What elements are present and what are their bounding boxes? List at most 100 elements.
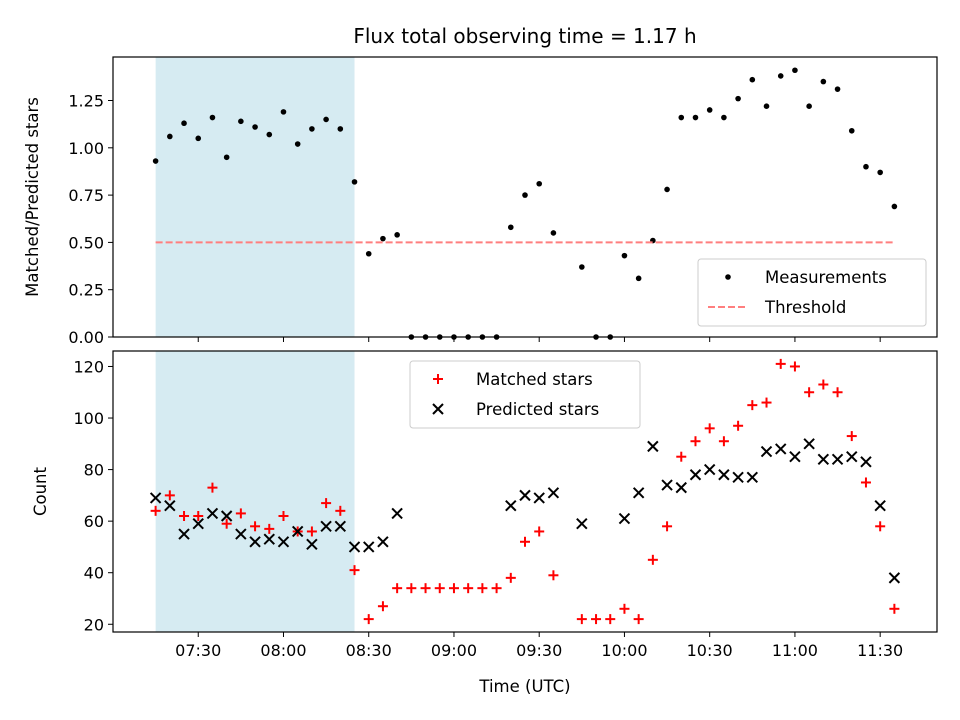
x-tick-label: 09:30 — [516, 641, 562, 660]
predicted-star-point — [718, 469, 730, 481]
matched-star-point — [321, 498, 332, 509]
matched-star-point — [860, 477, 871, 488]
matched-star-point — [207, 482, 218, 493]
matched-star-point — [520, 536, 530, 547]
matched-star-point — [534, 526, 545, 537]
matched-star-point — [448, 583, 459, 594]
matched-star-point — [363, 614, 374, 625]
matched-star-point — [264, 523, 275, 534]
measurement-point — [394, 232, 400, 238]
x-tick-label: 11:30 — [857, 641, 903, 660]
x-tick-label: 08:30 — [346, 641, 392, 660]
measurement-point — [522, 192, 528, 198]
matched-star-point — [591, 614, 602, 625]
measurement-point — [749, 76, 756, 83]
measurement-point — [579, 264, 585, 270]
measurement-point — [152, 158, 159, 164]
measurement-point — [252, 124, 258, 130]
measurement-point — [351, 179, 358, 185]
matched-star-point — [221, 518, 232, 529]
predicted-star-point — [348, 541, 361, 553]
y-tick-label: 1.00 — [68, 139, 104, 158]
matched-star-point — [420, 583, 431, 594]
matched-star-point — [150, 505, 161, 516]
predicted-star-point — [220, 510, 233, 522]
matched-star-point — [761, 397, 772, 408]
matched-star-point — [605, 614, 616, 625]
matched-star-point — [704, 423, 715, 434]
x-axis-label: Time (UTC) — [478, 677, 570, 696]
legend-box — [409, 360, 641, 429]
y-tick-label: 0.75 — [68, 186, 104, 205]
measurement-point — [763, 103, 770, 109]
predicted-star-point — [363, 541, 375, 553]
predicted-star-point — [789, 450, 801, 463]
matched-star-point — [406, 583, 417, 594]
y-tick-label: 100 — [73, 409, 104, 428]
predicted-star-point — [334, 520, 347, 533]
predicted-star-point — [775, 443, 787, 455]
matched-star-point — [889, 603, 900, 614]
predicted-star-point — [291, 525, 304, 538]
predicted-star-point — [647, 440, 659, 453]
matched-star-point — [733, 420, 744, 431]
matched-star-point — [349, 565, 360, 576]
measurement-point — [209, 114, 216, 121]
predicted-star-point — [547, 487, 560, 499]
legend-top: Measurements Threshold — [697, 258, 927, 327]
measurement-point — [891, 203, 898, 210]
predicted-star-point — [817, 453, 830, 465]
matched-star-point — [278, 510, 289, 521]
predicted-star-point — [632, 487, 645, 499]
matched-star-point — [804, 387, 815, 398]
matched-star-point — [235, 508, 246, 519]
axes-frame — [112, 56, 938, 338]
shaded-span — [155, 351, 355, 632]
matched-star-point — [875, 521, 886, 532]
measurement-point — [863, 163, 869, 170]
matched-star-point — [789, 361, 800, 372]
matched-star-point — [392, 583, 403, 594]
measurement-point — [735, 95, 741, 102]
legend-box — [697, 258, 927, 327]
measurement-point — [238, 118, 244, 125]
predicted-star-point — [689, 469, 702, 481]
predicted-star-point — [831, 453, 844, 465]
matched-star-point — [832, 387, 843, 398]
y-tick-label: 0.25 — [68, 281, 104, 300]
y-tick-label: 40 — [84, 564, 104, 583]
predicted-star-point — [519, 489, 531, 502]
predicted-star-point — [675, 481, 687, 494]
y-tick-label: 0.50 — [68, 233, 104, 252]
predicted-star-point — [703, 463, 716, 476]
matched-star-point — [193, 510, 204, 521]
predicted-star-point — [618, 512, 631, 525]
predicted-star-point — [846, 450, 858, 463]
x-tick-label: 09:00 — [431, 641, 477, 660]
measurement-point — [507, 224, 514, 231]
measurement-point — [664, 186, 670, 193]
predicted-star-point — [149, 492, 162, 504]
measurement-point — [635, 275, 642, 282]
measurement-point — [266, 131, 273, 138]
chart-title: Flux total observing time = 1.17 h — [353, 24, 696, 48]
measurement-point — [380, 235, 386, 242]
y-axis-label: Count — [31, 466, 50, 516]
legend-predicted-label: Predicted stars — [476, 400, 599, 419]
matched-star-point — [548, 570, 559, 581]
matched-star-point — [747, 400, 758, 411]
measurement-point — [792, 67, 798, 74]
legend-threshold-label: Threshold — [764, 298, 846, 317]
matched-star-point — [619, 603, 630, 614]
predicted-star-point — [803, 438, 815, 450]
matched-star-point — [576, 614, 587, 625]
measurement-point — [877, 169, 883, 176]
matched-star-point — [463, 583, 474, 594]
matched-star-point — [477, 583, 488, 594]
x-tick-label: 11:00 — [772, 641, 818, 660]
measurement-point — [820, 78, 827, 85]
predicted-star-point — [391, 507, 403, 520]
measurement-point — [721, 114, 727, 121]
y-tick-label: 80 — [84, 461, 104, 480]
matched-star-point — [434, 583, 445, 594]
